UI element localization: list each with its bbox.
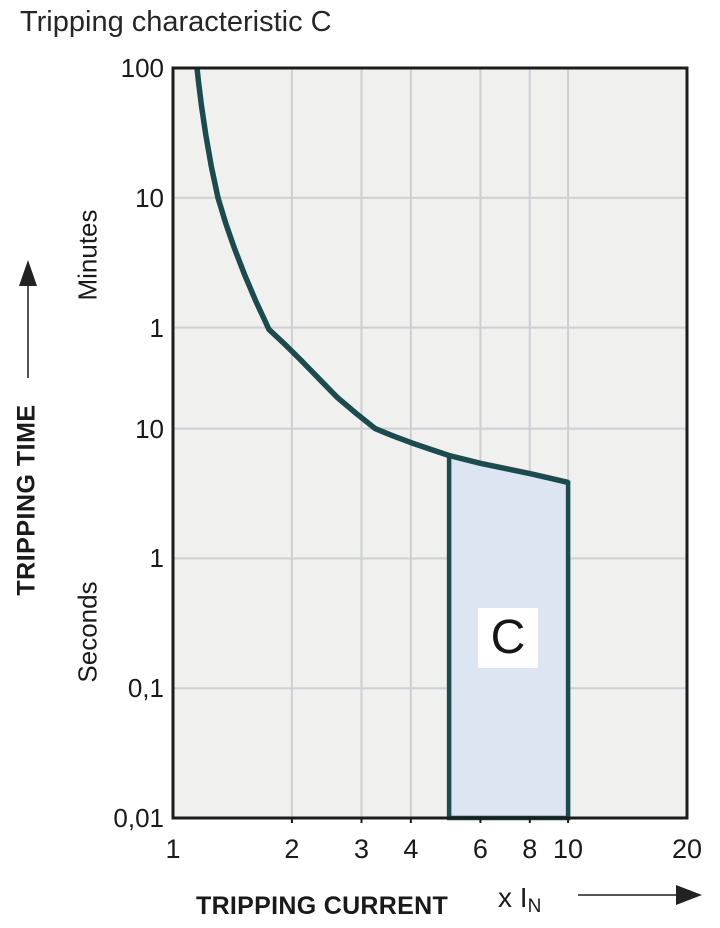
right-arrow-icon	[578, 885, 702, 905]
trip-curve	[194, 67, 569, 486]
x-multiplier-prefix: x I	[498, 882, 528, 913]
x-multiplier-subscript: N	[527, 896, 542, 918]
y-unit-seconds-label: Seconds	[72, 581, 103, 683]
region-c-label: C	[490, 611, 526, 664]
up-arrow-icon	[19, 260, 37, 378]
y-axis-title: TRIPPING TIME	[12, 404, 41, 596]
chart-title: Tripping characteristic C	[20, 6, 332, 38]
region-label-box: C	[478, 608, 538, 668]
y-unit-minutes-label: Minutes	[72, 209, 103, 301]
plot-background	[173, 68, 687, 818]
x-axis-title: TRIPPING CURRENT	[196, 892, 449, 920]
plot-border	[171, 66, 689, 820]
x-axis-multiplier: x IN	[498, 882, 542, 918]
